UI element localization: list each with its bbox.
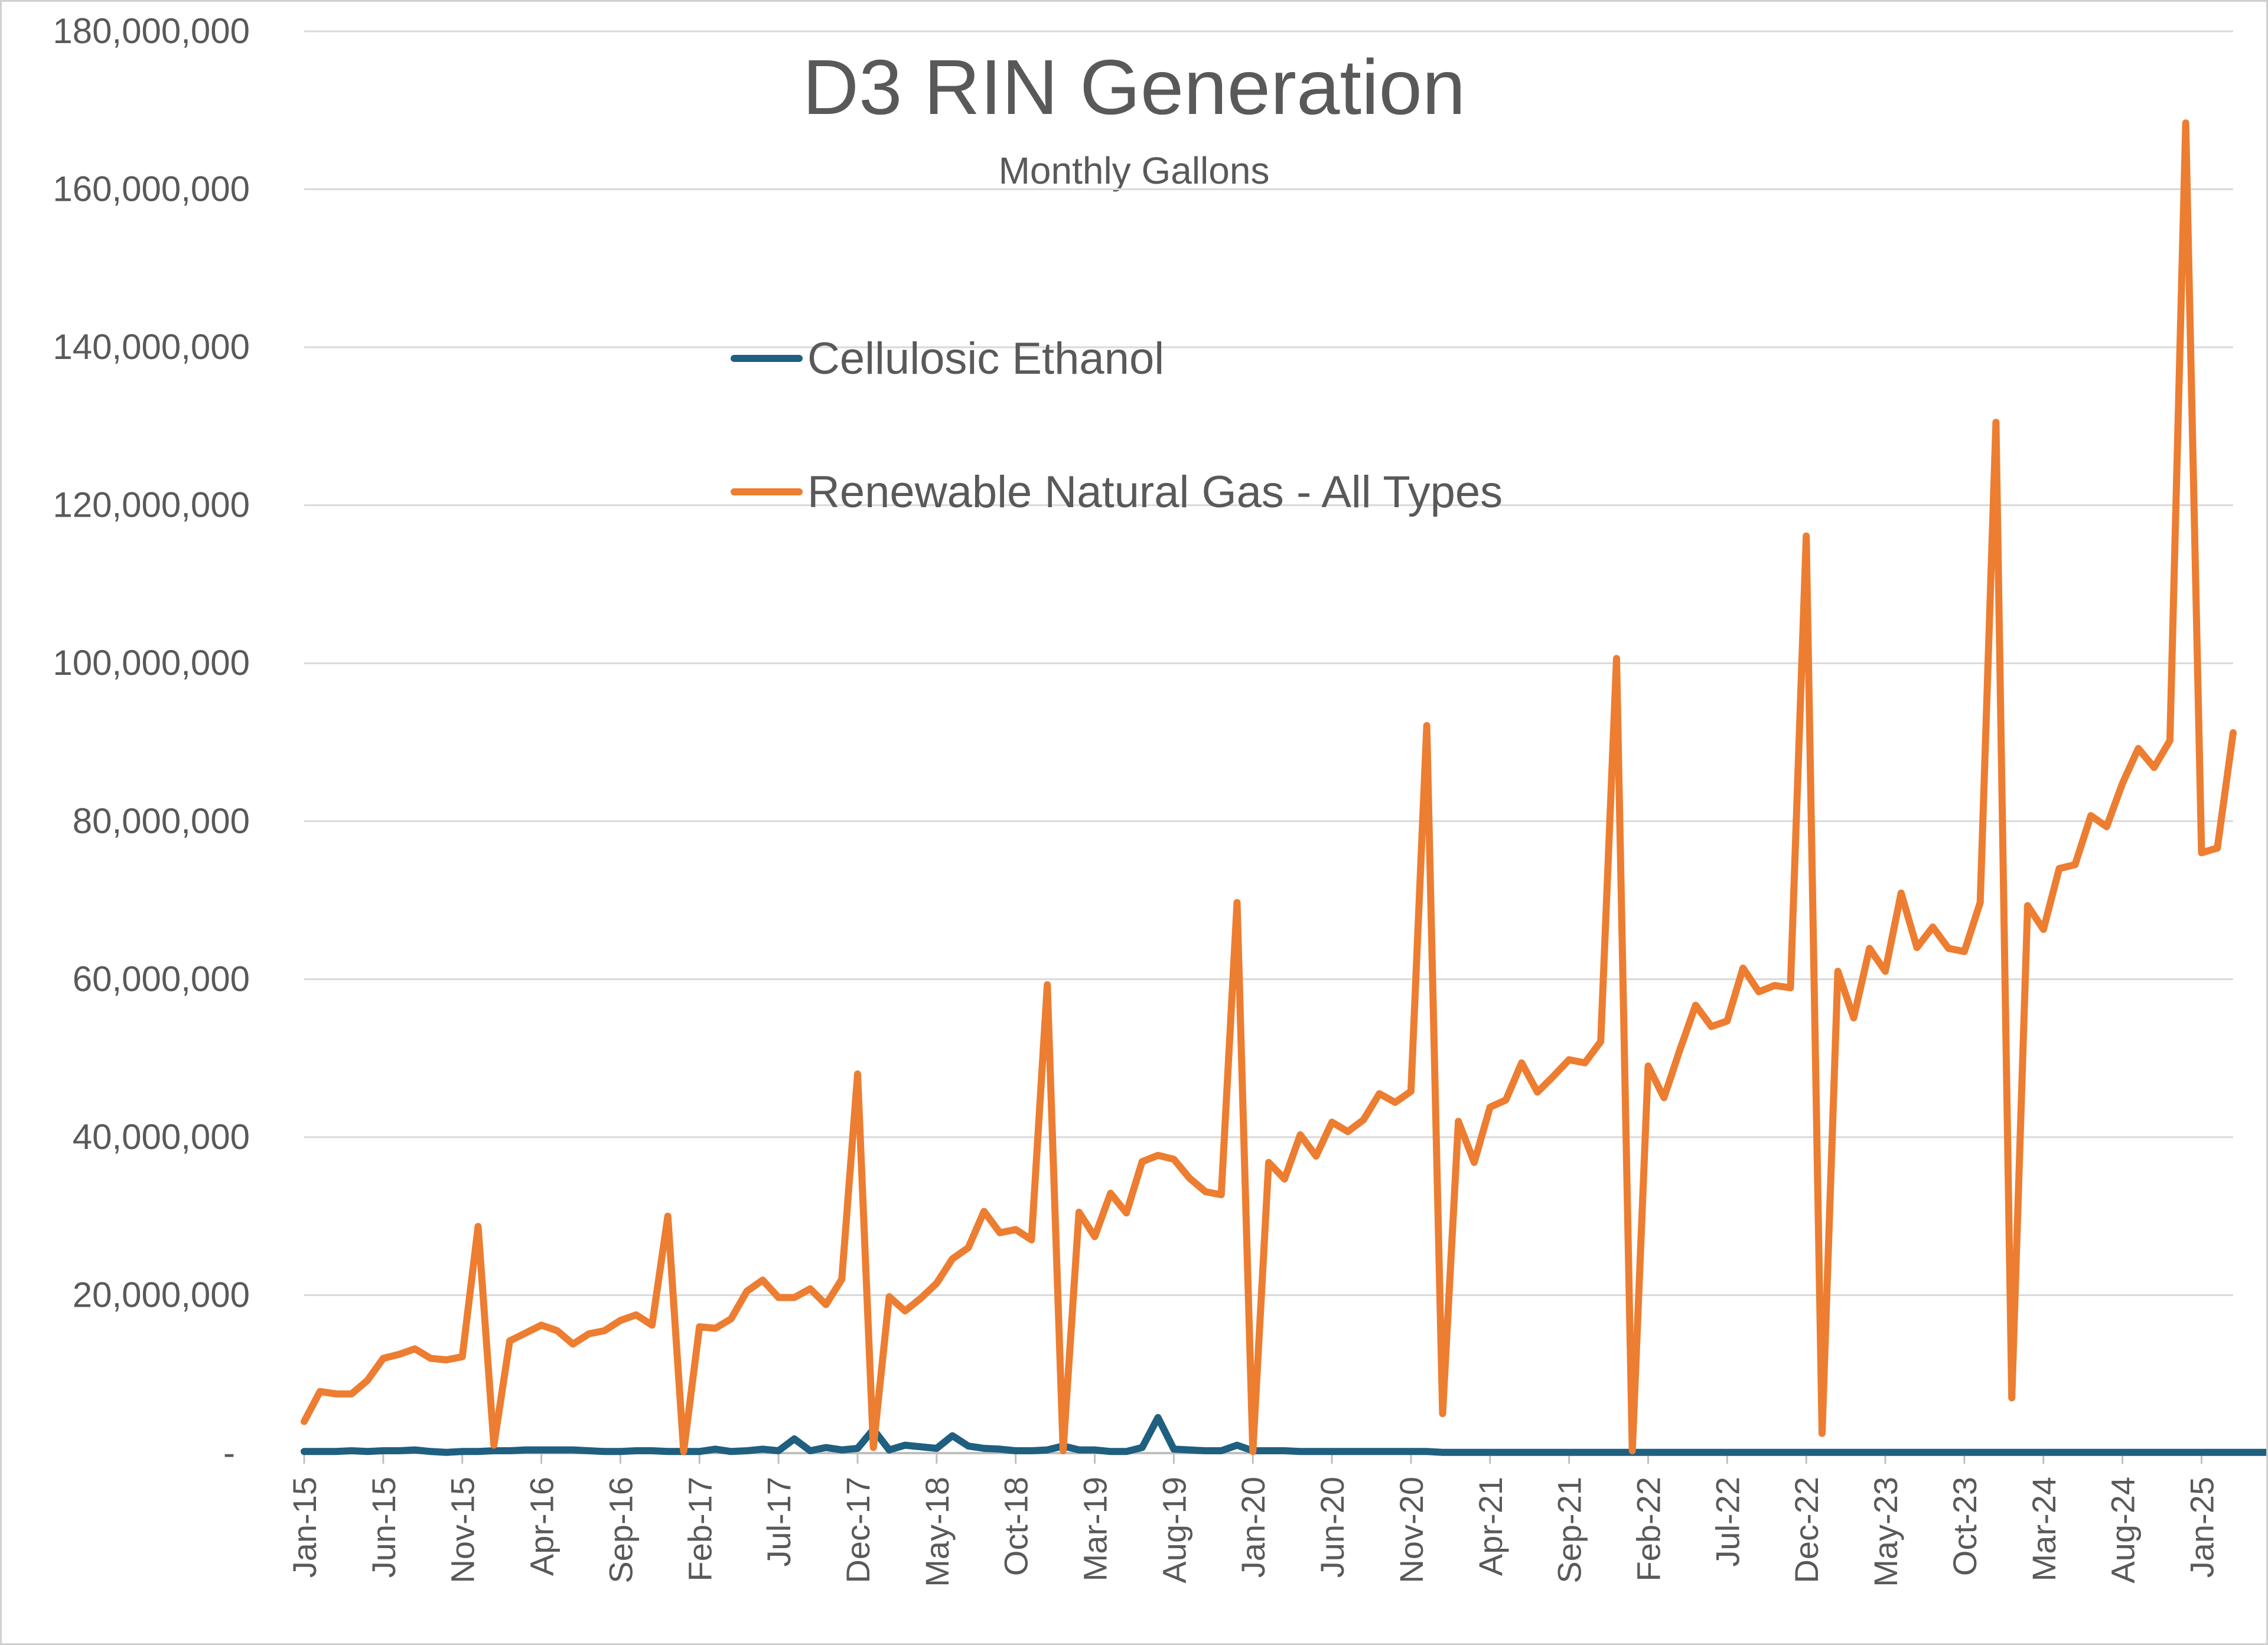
legend-label-cellulosic-ethanol: Cellulosic Ethanol bbox=[807, 334, 1164, 384]
x-tick-label: Sep-16 bbox=[602, 1477, 639, 1584]
series-line-cellulosic-ethanol bbox=[301, 1414, 2266, 1456]
y-tick-label: 100,000,000 bbox=[53, 643, 250, 683]
legend-label-renewable-natural-gas: Renewable Natural Gas - All Types bbox=[807, 467, 1503, 517]
x-tick-label: Feb-17 bbox=[681, 1477, 718, 1581]
x-tick-label: May-18 bbox=[918, 1477, 956, 1587]
x-tick-label: Oct-18 bbox=[998, 1477, 1035, 1576]
x-tick-label: Aug-19 bbox=[1155, 1477, 1192, 1584]
y-tick-label: 140,000,000 bbox=[53, 327, 250, 367]
x-tick-label: Nov-15 bbox=[444, 1477, 481, 1584]
x-tick-label: Jan-15 bbox=[286, 1477, 323, 1578]
series-line-renewable-natural-gas bbox=[301, 119, 2237, 1455]
chart-title: D3 RIN Generation bbox=[803, 44, 1466, 130]
y-tick-label: 120,000,000 bbox=[53, 485, 250, 525]
legend: Cellulosic Ethanol Renewable Natural Gas… bbox=[731, 334, 1503, 517]
x-tick-label: Dec-17 bbox=[839, 1477, 876, 1584]
y-tick-label: 180,000,000 bbox=[53, 11, 250, 51]
x-tick-label: Sep-21 bbox=[1551, 1477, 1588, 1584]
x-tick-label: Jul-17 bbox=[760, 1477, 797, 1567]
x-axis-ticks: Jan-15 Jun-15 Nov-15 Apr-16 Sep-16 Feb-17 Jul-… bbox=[286, 1477, 2220, 1587]
y-tick-label: - bbox=[223, 1433, 235, 1473]
chart-subtitle: Monthly Gallons bbox=[999, 149, 1270, 192]
x-tick-label: Jan-25 bbox=[2183, 1477, 2220, 1578]
x-tick-label: Dec-22 bbox=[1788, 1477, 1825, 1584]
x-tick-label: Mar-24 bbox=[2025, 1477, 2062, 1581]
x-tick-label: Apr-21 bbox=[1472, 1477, 1509, 1576]
x-tick-label: Jun-20 bbox=[1314, 1477, 1351, 1578]
x-tick-label: May-23 bbox=[1867, 1477, 1904, 1587]
x-tick-label: Jul-22 bbox=[1709, 1477, 1746, 1567]
x-tick-label: Apr-16 bbox=[523, 1477, 561, 1576]
x-tick-label: Nov-20 bbox=[1393, 1477, 1430, 1584]
x-tick-label: Aug-24 bbox=[2104, 1477, 2142, 1584]
series-layer bbox=[301, 119, 2266, 1456]
x-tick-label: Oct-23 bbox=[1946, 1477, 1983, 1576]
x-tick-label: Jun-15 bbox=[365, 1477, 402, 1578]
y-tick-label: 80,000,000 bbox=[73, 801, 250, 841]
y-tick-label: 40,000,000 bbox=[73, 1117, 250, 1157]
x-tick-label: Mar-19 bbox=[1077, 1477, 1114, 1581]
y-tick-label: 60,000,000 bbox=[73, 959, 250, 998]
gridlines bbox=[304, 30, 2233, 1454]
y-tick-label: 160,000,000 bbox=[53, 169, 250, 209]
x-tick-label: Jan-20 bbox=[1234, 1477, 1272, 1578]
x-axis-tick-marks bbox=[303, 1453, 2202, 1464]
y-tick-label: 20,000,000 bbox=[73, 1275, 250, 1314]
x-tick-label: Feb-22 bbox=[1630, 1477, 1667, 1581]
y-axis-ticks: - 20,000,000 40,000,000 60,000,000 80,000,00… bbox=[53, 11, 250, 1473]
